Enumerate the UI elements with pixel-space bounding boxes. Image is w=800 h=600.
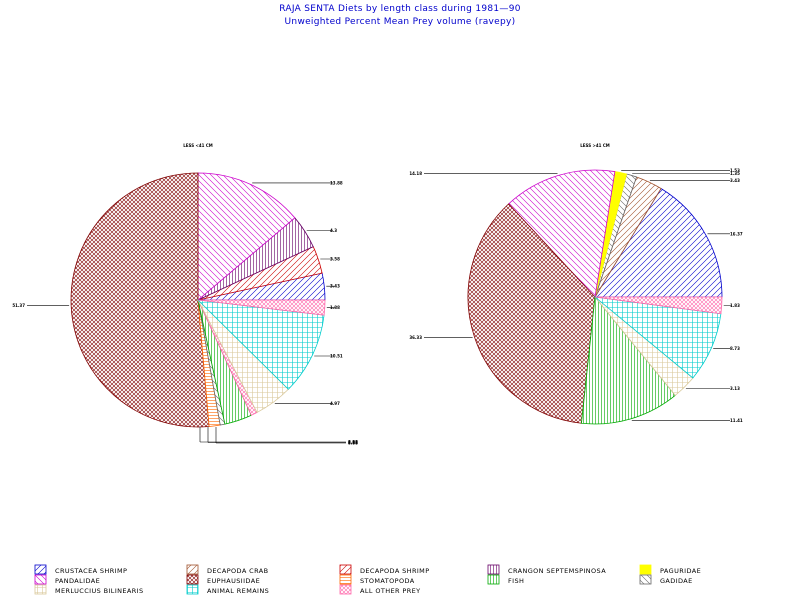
legend-label: FISH xyxy=(508,577,524,585)
pie-slice-euphausiidae xyxy=(467,203,596,424)
legend-label: MERLUCCIUS BILINEARIS xyxy=(55,587,144,595)
pie-slice-euphausiidae xyxy=(70,172,210,428)
slice-value-label: 4.97 xyxy=(330,401,340,406)
legend-item-all-other-prey: ALL OTHER PREY xyxy=(339,584,421,595)
pie-slice-animal-remains xyxy=(196,299,325,390)
slice-value-label: 3.43 xyxy=(730,178,740,183)
slice-value-label: 1.88 xyxy=(330,305,340,310)
legend-swatch xyxy=(186,574,199,585)
slice-value-label: 8.73 xyxy=(730,346,740,351)
legend-item-decapoda-shrimp: DECAPODA SHRIMP xyxy=(339,564,430,575)
legend-item-paguridae: PAGURIDAE xyxy=(639,564,701,575)
legend-swatch xyxy=(639,574,652,585)
slice-value-label: 13.88 xyxy=(330,180,343,185)
pie-chart-2: LESS >41 CM 16.37 3.43 1.351.53 14.18 36.33 11… xyxy=(409,143,743,425)
slice-value-label: 36.33 xyxy=(409,335,422,340)
slice-value-label: 3.43 xyxy=(330,284,340,289)
legend-swatch xyxy=(339,574,352,585)
slice-value-label: 1.35 xyxy=(730,171,740,176)
legend-label: DECAPODA CRAB xyxy=(207,567,268,575)
legend-label: PAGURIDAE xyxy=(660,567,701,575)
slice-value-label: 16.37 xyxy=(730,231,743,236)
legend-label: ANIMAL REMAINS xyxy=(207,587,269,595)
legend-swatch xyxy=(34,564,47,575)
pie-slice-pandalidae xyxy=(197,172,296,301)
legend-label: GADIDAE xyxy=(660,577,693,585)
legend-item-crustacea-shrimp: CRUSTACEA SHRIMP xyxy=(34,564,127,575)
legend-item-crangon-septemspinosa: CRANGON SEPTEMSPINOSA xyxy=(487,564,606,575)
slice-value-label: 14.18 xyxy=(409,171,422,176)
legend-swatch xyxy=(639,564,652,575)
pie-slice-all-other-prey xyxy=(594,296,723,315)
pie-charts: LESS <41 CM 3.43 3.58 4.3 13.88 51.37 4.97 10.5… xyxy=(12,143,743,446)
legend-item-pandalidae: PANDALIDAE xyxy=(34,574,100,585)
legend-swatch xyxy=(186,564,199,575)
legend-item-euphausiidae: EUPHAUSIIDAE xyxy=(186,574,260,585)
legend-label: STOMATOPODA xyxy=(360,577,415,585)
chart-subtitle: Unweighted Percent Mean Prey volume (rav… xyxy=(285,17,516,27)
legend-label: PANDALIDAE xyxy=(55,577,100,585)
pie-chart-1: LESS <41 CM 3.43 3.58 4.3 13.88 51.37 4.97 10.5… xyxy=(12,143,358,446)
legend: CRUSTACEA SHRIMP DECAPODA CRAB DECAPODA SH… xyxy=(34,564,701,595)
slice-value-label: 51.37 xyxy=(12,303,25,308)
legend-swatch xyxy=(487,574,500,585)
slice-value-label: 8.88 xyxy=(348,440,358,445)
slice-value-label: 4.3 xyxy=(330,228,337,233)
legend-item-fish: FISH xyxy=(487,574,524,585)
legend-item-animal-remains: ANIMAL REMAINS xyxy=(186,584,269,595)
legend-swatch xyxy=(339,564,352,575)
legend-item-stomatopoda: STOMATOPODA xyxy=(339,574,415,585)
legend-label: CRANGON SEPTEMSPINOSA xyxy=(508,567,606,575)
legend-label: EUPHAUSIIDAE xyxy=(207,577,260,585)
slice-value-label: 1.83 xyxy=(730,303,740,308)
slice-value-label: 8.88 xyxy=(348,441,358,446)
slice-value-label: 10.51 xyxy=(330,354,343,359)
legend-label: ALL OTHER PREY xyxy=(360,587,421,595)
legend-label: DECAPODA SHRIMP xyxy=(360,567,430,575)
pie-slice-fish xyxy=(581,296,676,425)
legend-swatch xyxy=(34,574,47,585)
pie-title: LESS <41 CM xyxy=(183,143,213,148)
legend-swatch xyxy=(186,584,199,595)
legend-swatch xyxy=(339,584,352,595)
slice-value-label: 3.58 xyxy=(330,256,340,261)
legend-item-merluccius-bilinearis: MERLUCCIUS BILINEARIS xyxy=(34,584,144,595)
pie-slice-crustacea-shrimp xyxy=(594,187,723,298)
slice-value-label: 3.13 xyxy=(730,386,740,391)
slice-value-label: 8.88 xyxy=(348,440,358,445)
pie-slice-all-other-prey xyxy=(197,299,326,316)
legend-item-decapoda-crab: DECAPODA CRAB xyxy=(186,564,268,575)
slice-value-label: 11.41 xyxy=(730,418,743,423)
pie-slice-pandalidae xyxy=(508,169,616,298)
slice-value-label: 1.53 xyxy=(730,168,740,173)
pie-title: LESS >41 CM xyxy=(580,143,610,148)
legend-label: CRUSTACEA SHRIMP xyxy=(55,567,127,575)
chart-title: RAJA SENTA Diets by length class during … xyxy=(279,4,521,14)
legend-swatch xyxy=(34,584,47,595)
legend-item-gadidae: GADIDAE xyxy=(639,574,693,585)
legend-swatch xyxy=(487,564,500,575)
